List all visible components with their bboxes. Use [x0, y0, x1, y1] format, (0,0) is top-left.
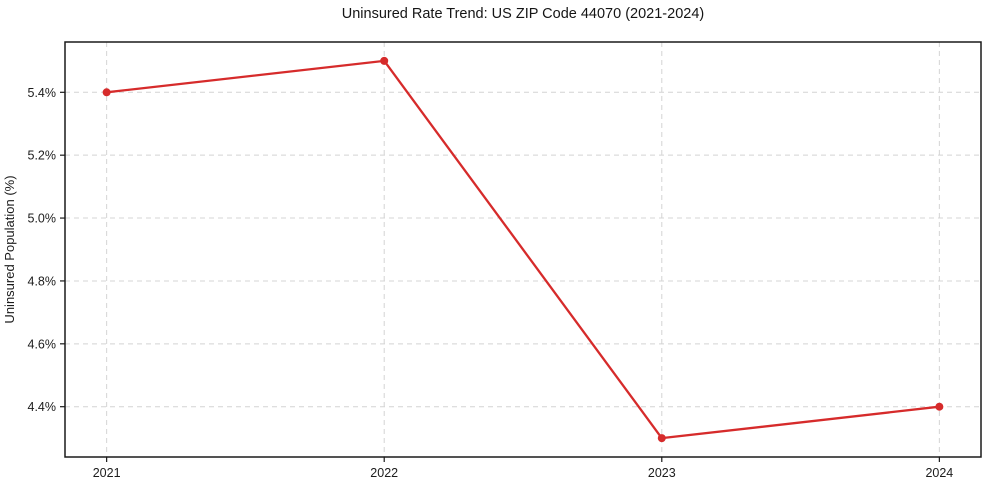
- data-point: [935, 402, 944, 411]
- plot-border: [64, 41, 982, 458]
- y-tick-label: 4.8%: [28, 274, 57, 288]
- chart-title: Uninsured Rate Trend: US ZIP Code 44070 …: [341, 6, 705, 22]
- trend-line: [105, 59, 941, 440]
- x-tick-label: 2024: [925, 466, 953, 480]
- x-tick-label: 2023: [648, 466, 676, 480]
- y-tick-label: 5.4%: [28, 86, 57, 100]
- y-axis-label: Uninsured Population (%): [2, 175, 17, 323]
- x-tick-label: 2021: [93, 466, 121, 480]
- data-point: [102, 88, 111, 97]
- y-tick-label: 4.4%: [28, 400, 57, 414]
- y-tick-label: 5.2%: [28, 149, 57, 163]
- data-point: [657, 434, 666, 443]
- y-tick-label: 5.0%: [28, 212, 57, 226]
- y-tick-label: 4.6%: [28, 337, 57, 351]
- x-tick-label: 2022: [370, 466, 398, 480]
- data-point: [380, 56, 389, 65]
